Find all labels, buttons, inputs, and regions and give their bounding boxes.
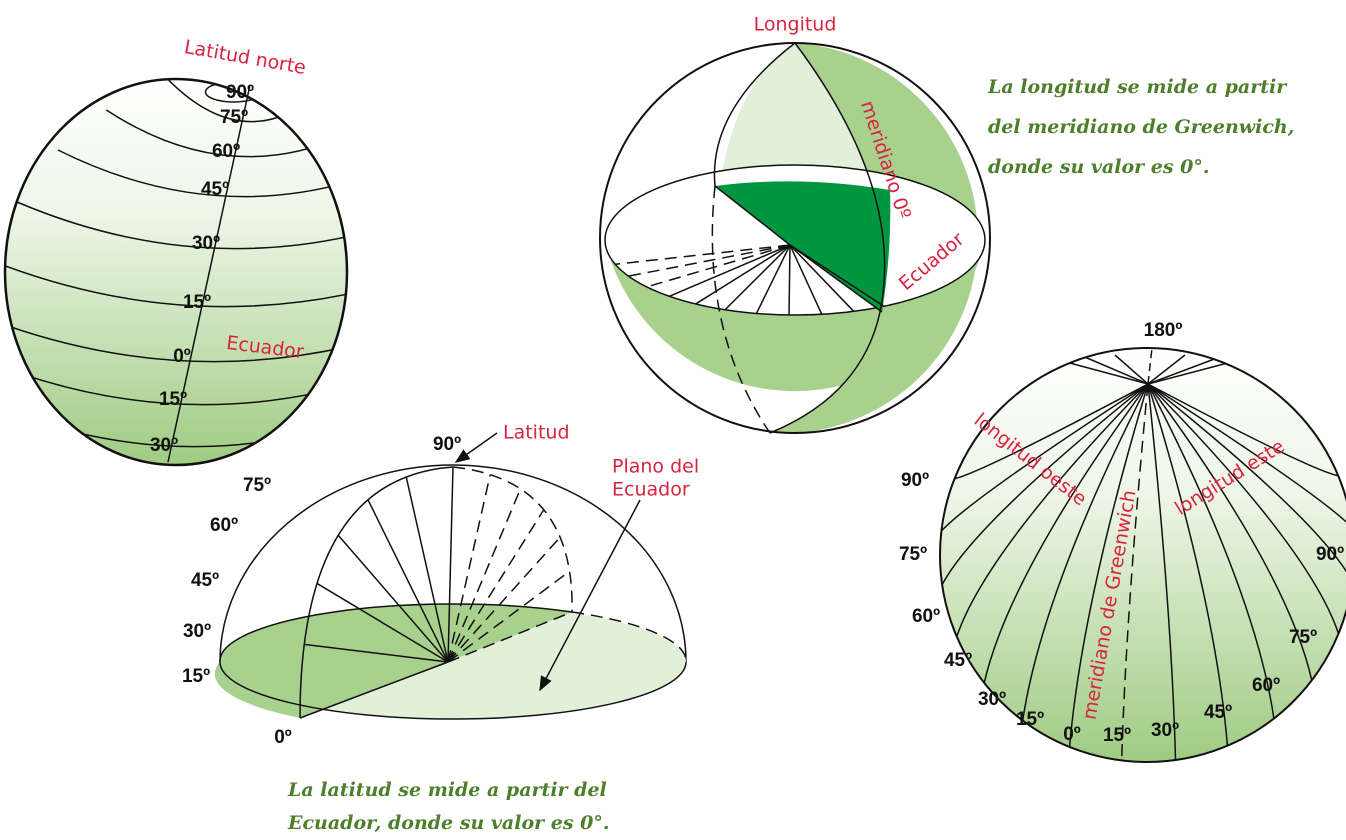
- tick-label: 75º: [1289, 627, 1317, 648]
- tick-label: 30º: [192, 233, 220, 254]
- caption: La longitud se mide a partir: [987, 76, 1288, 98]
- pointer: [456, 433, 497, 462]
- tick-label: 90º: [226, 82, 254, 103]
- tick-label: 45º: [191, 570, 219, 591]
- caption: La latitud se mide a partir del: [287, 779, 607, 801]
- tick-label: 45º: [1204, 702, 1232, 723]
- tick-label: 0º: [274, 727, 292, 748]
- tick-label: 60º: [212, 141, 240, 162]
- tick-label: 75º: [220, 107, 248, 128]
- tick-label: 60º: [210, 515, 238, 536]
- diagram: 90º75º60º45º30º15º0º15º30ºLatitud norteE…: [0, 0, 1346, 840]
- tick-label: 60º: [912, 606, 940, 627]
- tick-label: 90º: [901, 470, 929, 491]
- tick-label: 0º: [1063, 724, 1081, 745]
- tick-label: 75º: [899, 544, 927, 565]
- tick-label: 75º: [243, 475, 271, 496]
- title: Latitud norte: [183, 36, 308, 79]
- caption: del meridiano de Greenwich,: [988, 116, 1294, 138]
- tick-label: 45º: [201, 179, 229, 200]
- tick-label: 0º: [173, 346, 191, 367]
- plane-label: Ecuador: [612, 479, 690, 501]
- tick-label: 15º: [182, 666, 210, 687]
- tick-label: 30º: [183, 621, 211, 642]
- tick-label: 90º: [1316, 544, 1344, 565]
- tick-label: 180º: [1144, 320, 1183, 341]
- tick-label: 15º: [159, 389, 187, 410]
- tick-label: 45º: [944, 650, 972, 671]
- caption: donde su valor es 0°.: [988, 156, 1210, 178]
- radius: [789, 245, 790, 315]
- tick-label: 30º: [978, 689, 1006, 710]
- plane-label: Plano del: [612, 456, 699, 478]
- tick-label: 30º: [150, 435, 178, 456]
- tick-label: 15º: [1016, 709, 1044, 730]
- tick-label: 60º: [1252, 675, 1280, 696]
- tick-label: 90º: [433, 434, 461, 455]
- tick-label: 15º: [183, 292, 211, 313]
- tick-label: 15º: [1103, 725, 1131, 746]
- title: Longitud: [754, 14, 837, 36]
- tick-label: 30º: [1151, 720, 1179, 741]
- latitude-label: Latitud: [503, 422, 570, 444]
- caption: Ecuador, donde su valor es 0°.: [287, 812, 609, 834]
